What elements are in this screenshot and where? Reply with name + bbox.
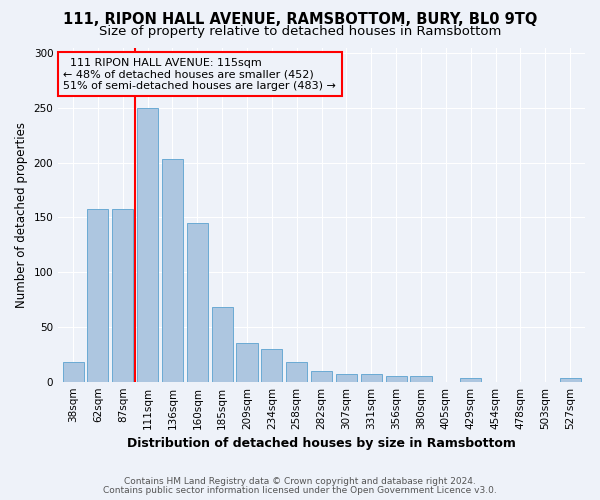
Bar <box>137 108 158 382</box>
Bar <box>560 378 581 382</box>
Bar <box>361 374 382 382</box>
Bar <box>336 374 357 382</box>
Bar <box>212 307 233 382</box>
Bar <box>460 378 481 382</box>
Y-axis label: Number of detached properties: Number of detached properties <box>15 122 28 308</box>
Text: Size of property relative to detached houses in Ramsbottom: Size of property relative to detached ho… <box>99 25 501 38</box>
Bar <box>187 223 208 382</box>
Bar <box>236 344 257 382</box>
Bar <box>386 376 407 382</box>
Bar <box>88 208 109 382</box>
Text: 111 RIPON HALL AVENUE: 115sqm
← 48% of detached houses are smaller (452)
51% of : 111 RIPON HALL AVENUE: 115sqm ← 48% of d… <box>64 58 337 90</box>
Text: 111, RIPON HALL AVENUE, RAMSBOTTOM, BURY, BL0 9TQ: 111, RIPON HALL AVENUE, RAMSBOTTOM, BURY… <box>63 12 537 28</box>
Bar <box>262 349 283 382</box>
Bar <box>112 208 133 382</box>
Text: Contains HM Land Registry data © Crown copyright and database right 2024.: Contains HM Land Registry data © Crown c… <box>124 477 476 486</box>
Text: Contains public sector information licensed under the Open Government Licence v3: Contains public sector information licen… <box>103 486 497 495</box>
Bar <box>286 362 307 382</box>
X-axis label: Distribution of detached houses by size in Ramsbottom: Distribution of detached houses by size … <box>127 437 516 450</box>
Bar <box>62 362 83 382</box>
Bar <box>162 160 183 382</box>
Bar <box>410 376 431 382</box>
Bar <box>311 370 332 382</box>
